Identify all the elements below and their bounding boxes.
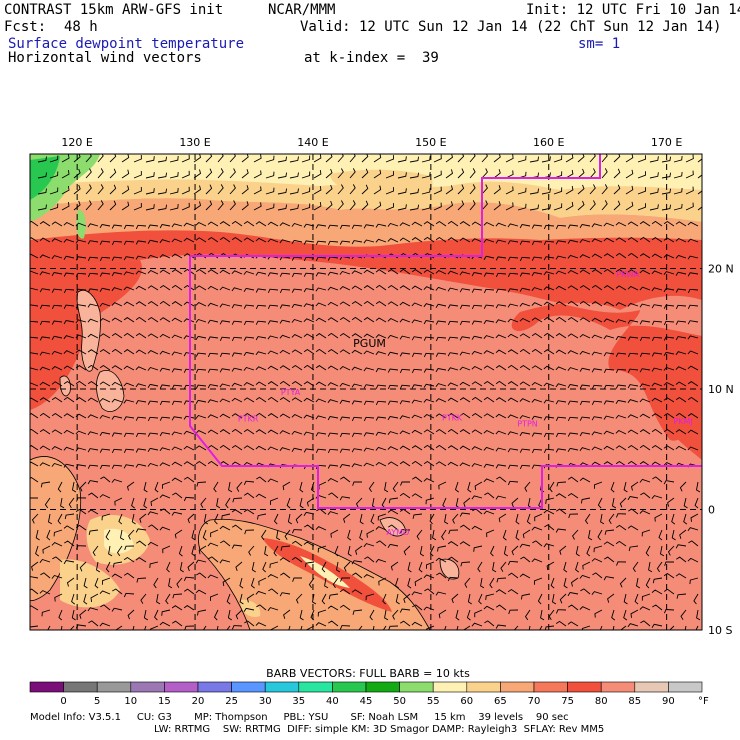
color-bar-swatch bbox=[365, 681, 400, 693]
color-bar-swatch bbox=[264, 681, 300, 693]
color-bar-tick: 90 bbox=[662, 696, 675, 707]
model-info-line2: LW: RRTMG SW: RRTMG DIFF: simple KM: 3D … bbox=[154, 724, 605, 735]
lon-label: 130 E bbox=[179, 136, 210, 149]
color-bar bbox=[29, 681, 703, 693]
station-label: PTYA bbox=[281, 388, 301, 397]
lat-label: 20 N bbox=[708, 262, 734, 275]
station-labels: PGUM PTKR PTYA PTKK PTPN PKMJ PKWA AYMO bbox=[238, 270, 693, 537]
color-bar-swatch bbox=[332, 681, 367, 693]
color-bar-swatch bbox=[164, 681, 199, 693]
longitude-labels: 120 E 130 E 140 E 150 E 160 E 170 E bbox=[61, 136, 682, 149]
forecast-hours: 48 h bbox=[64, 19, 98, 35]
init-time: Init: 12 UTC Fri 10 Jan 14 bbox=[526, 2, 740, 18]
color-bar-tick: 25 bbox=[225, 696, 238, 707]
model-title: CONTRAST 15km ARW-GFS init bbox=[4, 2, 224, 18]
lon-label: 150 E bbox=[415, 136, 446, 149]
kindex-label: at k-index = 39 bbox=[304, 50, 439, 66]
lat-label: 0 bbox=[708, 503, 715, 516]
color-bar-swatch bbox=[29, 681, 64, 693]
latitude-labels: 20 N 10 N 0 10 S bbox=[708, 262, 734, 637]
color-bar-swatch bbox=[298, 681, 333, 693]
color-bar-swatch bbox=[96, 681, 132, 693]
color-bar-tick: 15 bbox=[158, 696, 171, 707]
color-bar-tick: 20 bbox=[192, 696, 205, 707]
color-bar-ticks: 0 5 10 15 20 25 30 35 40 45 50 55 60 65 70 75 80 85 90 bbox=[60, 696, 674, 707]
color-bar-tick: 70 bbox=[528, 696, 541, 707]
color-bar-tick: 80 bbox=[595, 696, 608, 707]
lon-label: 120 E bbox=[61, 136, 92, 149]
org-label: NCAR/MMM bbox=[268, 2, 336, 18]
color-bar-tick: 85 bbox=[628, 696, 641, 707]
lat-label: 10 N bbox=[708, 383, 734, 396]
fir-boundary bbox=[189, 154, 702, 509]
map-frame bbox=[29, 153, 703, 631]
color-bar-swatch bbox=[130, 681, 165, 693]
lon-label: 160 E bbox=[533, 136, 564, 149]
station-label: PTKK bbox=[442, 413, 463, 422]
dewpoint-field bbox=[30, 154, 702, 630]
color-bar-swatch bbox=[500, 681, 535, 693]
color-bar-swatch bbox=[231, 681, 266, 693]
color-bar-tick: 50 bbox=[393, 696, 406, 707]
station-label: PKMJ bbox=[673, 417, 692, 426]
lat-lon-grid bbox=[30, 154, 702, 630]
color-bar-tick: 5 bbox=[94, 696, 100, 707]
color-bar-tick: 45 bbox=[360, 696, 373, 707]
station-label: AYMO bbox=[386, 528, 409, 537]
color-bar-swatch bbox=[432, 681, 468, 693]
barb-caption: BARB VECTORS: FULL BARB = 10 kts bbox=[266, 667, 470, 680]
color-bar-tick: 40 bbox=[326, 696, 339, 707]
color-bar-tick: 55 bbox=[427, 696, 440, 707]
color-bar-tick: 75 bbox=[561, 696, 574, 707]
color-bar-tick: 65 bbox=[494, 696, 507, 707]
field-title: Surface dewpoint temperature bbox=[8, 36, 245, 52]
lon-label: 140 E bbox=[297, 136, 328, 149]
vectors-title: Horizontal wind vectors bbox=[8, 50, 202, 66]
color-bar-tick: 35 bbox=[292, 696, 305, 707]
model-info-line1: Model Info: V3.5.1 CU: G3 MP: Thompson P… bbox=[30, 712, 569, 723]
lon-label: 170 E bbox=[651, 136, 682, 149]
forecast-label: Fcst: bbox=[4, 19, 47, 35]
color-bar-swatch bbox=[466, 681, 501, 693]
station-label: PTKR bbox=[238, 415, 259, 424]
color-bar-swatch bbox=[567, 681, 602, 693]
color-bar-swatch bbox=[600, 681, 636, 693]
color-bar-swatch bbox=[63, 681, 98, 693]
color-bar-tick: 60 bbox=[460, 696, 473, 707]
color-bar-tick: 0 bbox=[60, 696, 66, 707]
unit-label: °F bbox=[698, 696, 709, 707]
color-bar-swatch bbox=[634, 681, 669, 693]
station-label: PTPN bbox=[517, 419, 538, 428]
station-label: PGUM bbox=[353, 337, 386, 350]
color-bar-swatch bbox=[399, 681, 434, 693]
color-bar-swatch bbox=[197, 681, 232, 693]
valid-time: Valid: 12 UTC Sun 12 Jan 14 (22 ChT Sun … bbox=[300, 19, 722, 35]
color-bar-swatch bbox=[668, 681, 703, 693]
color-bar-swatch bbox=[533, 681, 568, 693]
color-bar-tick: 10 bbox=[124, 696, 137, 707]
color-bar-tick: 30 bbox=[259, 696, 272, 707]
lat-label: 10 S bbox=[708, 624, 732, 637]
station-label: PKWA bbox=[616, 270, 639, 279]
smoothing-label: sm= 1 bbox=[578, 36, 621, 52]
